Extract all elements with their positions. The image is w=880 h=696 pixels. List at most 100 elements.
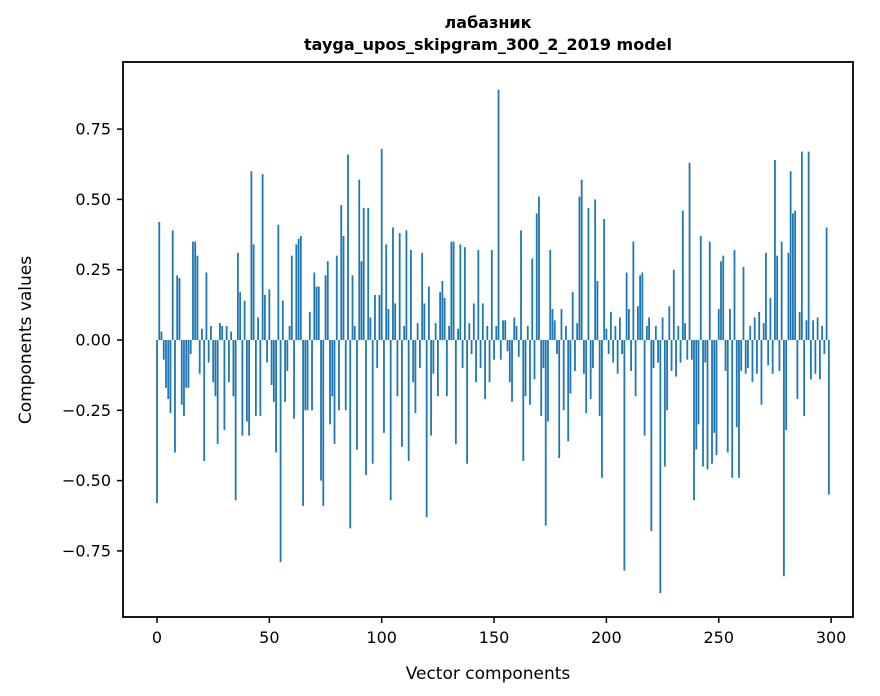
bar — [706, 340, 709, 470]
bar — [281, 300, 284, 340]
bar — [160, 331, 163, 340]
bar — [250, 171, 253, 340]
bar — [738, 340, 740, 478]
bar — [203, 340, 206, 461]
bar — [349, 340, 352, 529]
bar — [787, 252, 790, 340]
bar — [792, 213, 794, 340]
bar — [405, 230, 408, 340]
x-tick-label: 150 — [479, 628, 510, 647]
bar — [293, 340, 295, 419]
bar — [225, 325, 228, 340]
bar — [401, 340, 403, 447]
bar — [571, 292, 574, 340]
bar — [320, 340, 322, 481]
bar — [672, 269, 675, 340]
bar — [594, 199, 597, 340]
bar — [762, 323, 765, 340]
bar — [380, 148, 383, 340]
bar — [252, 244, 255, 340]
bar — [367, 207, 370, 340]
bar — [800, 151, 803, 340]
bar — [457, 328, 459, 340]
bar — [524, 340, 527, 397]
bar — [245, 340, 248, 422]
bar — [210, 325, 212, 340]
bar — [421, 252, 424, 340]
bar — [783, 340, 785, 577]
bar — [369, 317, 372, 340]
bar — [299, 235, 302, 340]
bar — [641, 272, 644, 340]
bar — [574, 340, 576, 371]
bar — [223, 340, 226, 430]
bar — [598, 340, 601, 416]
bar — [556, 340, 558, 355]
bar — [178, 278, 181, 340]
y-tick-label: 0.75 — [75, 120, 111, 139]
y-tick-label: 0.00 — [75, 331, 111, 350]
bar — [538, 196, 540, 340]
bar — [609, 311, 612, 340]
bar — [396, 340, 399, 397]
bar — [708, 241, 711, 340]
bar — [216, 340, 219, 445]
bar — [576, 323, 579, 340]
bar — [407, 340, 410, 461]
bar — [789, 171, 792, 340]
bar — [693, 340, 695, 501]
bar — [243, 300, 246, 340]
bar — [257, 317, 260, 340]
y-axis-label: Components values — [16, 256, 36, 424]
bar — [562, 340, 565, 411]
bar — [419, 340, 421, 369]
bar — [236, 252, 239, 340]
bar — [432, 340, 435, 374]
bar — [529, 340, 531, 405]
bar — [443, 297, 446, 340]
bar — [232, 340, 235, 397]
bar — [333, 340, 336, 445]
bar — [553, 320, 556, 340]
bar — [284, 340, 286, 402]
bar — [686, 340, 689, 360]
bar — [484, 340, 486, 400]
y-tick-label: 0.25 — [75, 260, 111, 279]
bar — [549, 250, 552, 340]
bar — [827, 340, 830, 495]
bar — [322, 340, 325, 506]
bar — [192, 241, 194, 340]
bar — [425, 340, 428, 518]
bar — [450, 241, 453, 340]
bar — [616, 340, 619, 374]
bar — [684, 323, 686, 340]
bar — [607, 340, 610, 355]
bar — [297, 238, 300, 340]
bar — [535, 213, 538, 340]
bar — [796, 340, 799, 400]
bar — [645, 325, 648, 340]
bar — [592, 340, 594, 369]
bar — [371, 340, 374, 464]
bar — [625, 272, 628, 340]
bar — [156, 340, 158, 504]
bar — [374, 295, 376, 340]
bar — [758, 311, 761, 340]
bar — [603, 219, 606, 340]
bar — [621, 340, 624, 355]
bar — [668, 306, 671, 340]
bar — [261, 174, 264, 340]
bar — [771, 340, 774, 374]
bar — [605, 328, 608, 340]
bar — [358, 179, 361, 340]
bar — [618, 317, 621, 340]
bar — [544, 340, 547, 526]
bar — [423, 303, 426, 340]
bar — [722, 255, 725, 340]
bar — [776, 255, 779, 340]
bar — [506, 340, 509, 352]
bar — [315, 286, 318, 340]
bar — [266, 340, 268, 363]
bar — [376, 340, 379, 369]
bar — [661, 317, 664, 340]
